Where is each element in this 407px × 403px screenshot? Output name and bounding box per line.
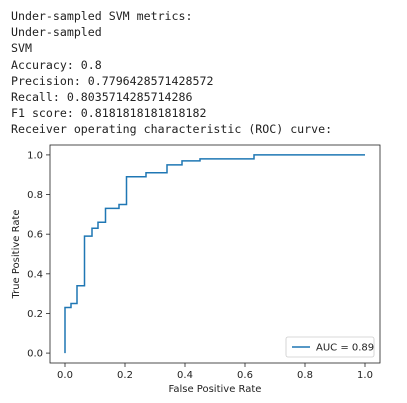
output-line: F1 score: 0.8181818181818182 bbox=[11, 106, 207, 121]
x-tick-label: 0.8 bbox=[297, 370, 313, 381]
plot-frame bbox=[49, 144, 381, 364]
output-text: Under-sampled SVM metrics: Under-sampled S… bbox=[11, 8, 332, 138]
x-tick-label: 1.0 bbox=[357, 370, 373, 381]
x-tick-label: 0.6 bbox=[237, 370, 253, 381]
y-tick-label: 0.0 bbox=[27, 349, 43, 360]
x-axis-label: False Positive Rate bbox=[169, 384, 262, 395]
roc-line bbox=[64, 154, 365, 354]
y-tick-label: 1.0 bbox=[27, 150, 43, 161]
output-line: Recall: 0.8035714285714286 bbox=[11, 90, 193, 105]
output-line: Precision: 0.7796428571428572 bbox=[11, 73, 214, 88]
x-tick-label: 0.4 bbox=[177, 370, 193, 381]
output-line: Accuracy: 0.8 bbox=[11, 57, 102, 72]
y-tick-label: 0.4 bbox=[27, 269, 43, 280]
y-axis-label: True Positive Rate bbox=[11, 209, 22, 299]
y-tick-label: 0.8 bbox=[27, 190, 43, 201]
x-tick-label: 0.2 bbox=[117, 370, 133, 381]
y-tick-label: 0.6 bbox=[27, 230, 43, 241]
output-line: Receiver operating characteristic (ROC) … bbox=[11, 122, 333, 137]
x-tick-label: 0.0 bbox=[57, 370, 73, 381]
y-tick-label: 0.2 bbox=[27, 309, 43, 320]
output-line: Under-sampled SVM metrics: bbox=[11, 9, 193, 23]
legend-box bbox=[285, 336, 375, 358]
output-line: Under-sampled bbox=[11, 25, 102, 40]
legend-label: AUC = 0.89 bbox=[316, 343, 374, 354]
output-line: SVM bbox=[11, 41, 32, 56]
